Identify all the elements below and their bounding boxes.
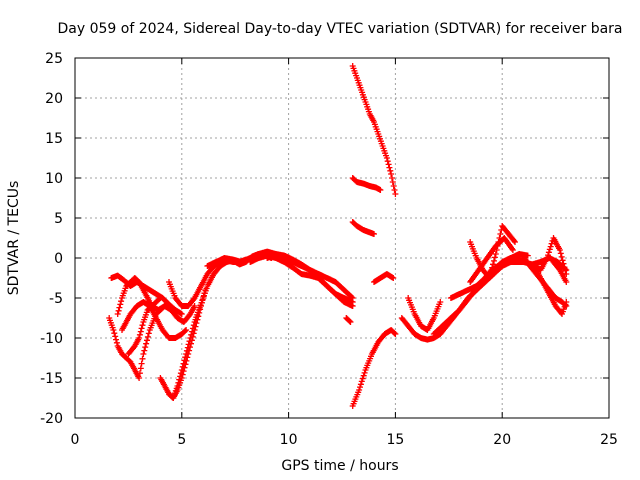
- y-tick-label: 10: [45, 171, 63, 187]
- data-points: [106, 63, 570, 409]
- data-point-markers: [531, 235, 570, 277]
- series-t11: [264, 251, 356, 309]
- series-t21: [447, 251, 531, 301]
- data-point-markers: [349, 327, 399, 409]
- series-t13: [349, 63, 399, 197]
- y-tick-label: -10: [40, 331, 63, 347]
- series-t5: [125, 295, 164, 357]
- y-tick-label: 5: [54, 211, 63, 227]
- data-point-markers: [264, 251, 356, 309]
- series-t23: [467, 235, 516, 285]
- series-t18: [398, 255, 527, 343]
- y-tick-label: 25: [45, 51, 63, 67]
- chart-title: Day 059 of 2024, Sidereal Day-to-day VTE…: [57, 21, 622, 37]
- data-point-markers: [125, 295, 164, 357]
- data-point-markers: [349, 219, 377, 237]
- series-t19: [405, 295, 444, 333]
- data-point-markers: [447, 251, 531, 301]
- series-t15: [349, 219, 377, 237]
- series-t28: [550, 259, 570, 285]
- axis-ticks: 0 5 10 15 20 25 -20 -15 -10 -5 0 5 10 15 20 25: [40, 51, 618, 448]
- series-t14: [349, 175, 384, 193]
- y-tick-label: 15: [45, 131, 63, 147]
- data-point-markers: [550, 259, 570, 285]
- data-point-markers: [430, 259, 531, 337]
- x-axis-label: GPS time / hours: [281, 458, 398, 474]
- grid: [75, 58, 609, 418]
- series-t16: [371, 271, 397, 285]
- data-point-markers: [343, 315, 354, 325]
- data-point-markers: [371, 271, 397, 285]
- x-tick-label: 0: [71, 432, 80, 448]
- y-tick-label: -5: [49, 291, 63, 307]
- y-tick-label: -20: [40, 411, 63, 427]
- y-axis-label: SDTVAR / TECUs: [6, 181, 22, 296]
- x-tick-label: 25: [600, 432, 618, 448]
- x-tick-label: 20: [493, 432, 511, 448]
- series-t27: [531, 235, 570, 277]
- series-t12: [343, 315, 354, 325]
- x-tick-label: 15: [386, 432, 404, 448]
- plot-frame: [74, 57, 610, 419]
- x-tick-label: 10: [280, 432, 298, 448]
- data-point-markers: [405, 295, 444, 333]
- y-tick-label: -15: [40, 371, 63, 387]
- data-point-markers: [398, 255, 527, 343]
- y-tick-label: 0: [54, 251, 63, 267]
- series-t17: [349, 327, 399, 409]
- data-point-markers: [349, 63, 399, 197]
- y-tick-label: 20: [45, 91, 63, 107]
- series-t20: [430, 259, 531, 337]
- x-tick-label: 5: [177, 432, 186, 448]
- data-point-markers: [349, 175, 384, 193]
- data-point-markers: [467, 235, 516, 285]
